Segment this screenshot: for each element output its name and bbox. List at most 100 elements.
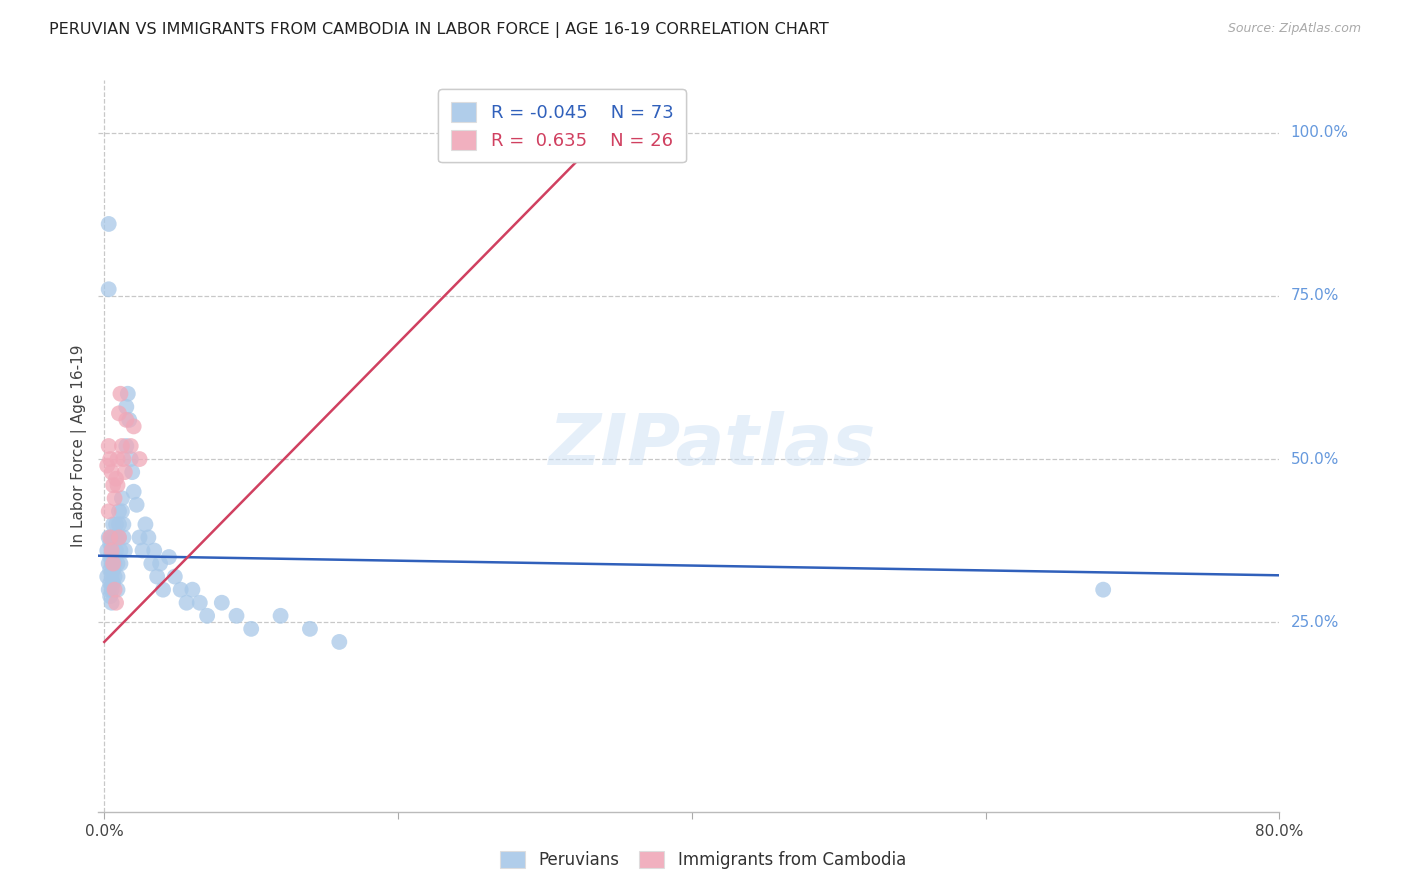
Point [98,576,121,591]
Point [122,484,145,499]
Point [107,452,129,467]
Point [101,549,124,564]
Point [98,530,121,544]
Point [101,563,124,577]
Point [146,569,169,583]
Point [97,530,120,544]
Point [111,491,134,506]
Point [328,635,350,649]
Point [108,530,131,544]
Point [108,406,131,420]
Point [176,596,198,610]
Point [114,543,136,558]
Point [111,439,134,453]
Point [98,537,121,551]
Point [181,582,204,597]
Point [211,596,233,610]
Point [141,557,163,571]
Point [96,458,118,473]
Point [96,543,118,558]
Point [122,419,145,434]
Text: 25.0%: 25.0% [1291,615,1339,630]
Point [195,608,218,623]
Point [131,543,153,558]
Point [103,582,125,597]
Point [118,413,141,427]
Point [110,386,132,401]
Point [100,543,122,558]
Point [298,622,321,636]
Point [128,452,150,467]
Point [107,569,129,583]
Point [100,557,122,571]
Text: Source: ZipAtlas.com: Source: ZipAtlas.com [1227,22,1361,36]
Point [163,569,186,583]
Point [120,439,142,453]
Text: PERUVIAN VS IMMIGRANTS FROM CAMBODIA IN LABOR FORCE | AGE 16-19 CORRELATION CHAR: PERUVIAN VS IMMIGRANTS FROM CAMBODIA IN … [49,22,830,38]
Point [149,557,172,571]
Point [1092,582,1115,597]
Point [240,622,263,636]
Text: 75.0%: 75.0% [1291,288,1339,303]
Point [100,569,122,583]
Point [107,557,129,571]
Point [128,530,150,544]
Point [97,439,120,453]
Point [103,557,125,571]
Point [121,465,143,479]
Point [110,557,132,571]
Point [100,543,122,558]
Point [103,569,125,583]
Point [117,386,139,401]
Point [120,452,142,467]
Point [101,576,124,591]
Y-axis label: In Labor Force | Age 16-19: In Labor Force | Age 16-19 [72,344,87,548]
Point [100,582,122,597]
Point [108,530,131,544]
Point [225,608,247,623]
Point [98,589,121,603]
Point [114,465,136,479]
Point [188,596,211,610]
Point [105,530,128,544]
Point [97,582,120,597]
Point [170,582,193,597]
Point [110,543,132,558]
Point [100,530,122,544]
Point [97,504,120,518]
Point [112,452,135,467]
Point [98,563,121,577]
Point [138,530,160,544]
Point [105,596,128,610]
Point [157,549,180,564]
Point [108,517,131,532]
Point [115,413,138,427]
Text: 50.0%: 50.0% [1291,451,1339,467]
Point [100,465,122,479]
Point [97,217,120,231]
Point [107,582,129,597]
Point [111,504,134,518]
Point [96,569,118,583]
Text: ZIPatlas: ZIPatlas [548,411,876,481]
Point [97,282,120,296]
Point [105,543,128,558]
Text: 100.0%: 100.0% [1291,125,1348,140]
Point [98,549,121,564]
Point [134,517,156,532]
Point [98,452,121,467]
Legend: R = -0.045    N = 73, R =  0.635    N = 26: R = -0.045 N = 73, R = 0.635 N = 26 [439,89,686,162]
Point [101,478,124,492]
Point [103,543,125,558]
Point [105,472,128,486]
Point [115,400,138,414]
Point [101,557,124,571]
Legend: Peruvians, Immigrants from Cambodia: Peruvians, Immigrants from Cambodia [491,841,915,880]
Point [125,498,148,512]
Point [115,439,138,453]
Point [100,596,122,610]
Point [270,608,292,623]
Point [103,491,125,506]
Point [107,478,129,492]
Point [108,504,131,518]
